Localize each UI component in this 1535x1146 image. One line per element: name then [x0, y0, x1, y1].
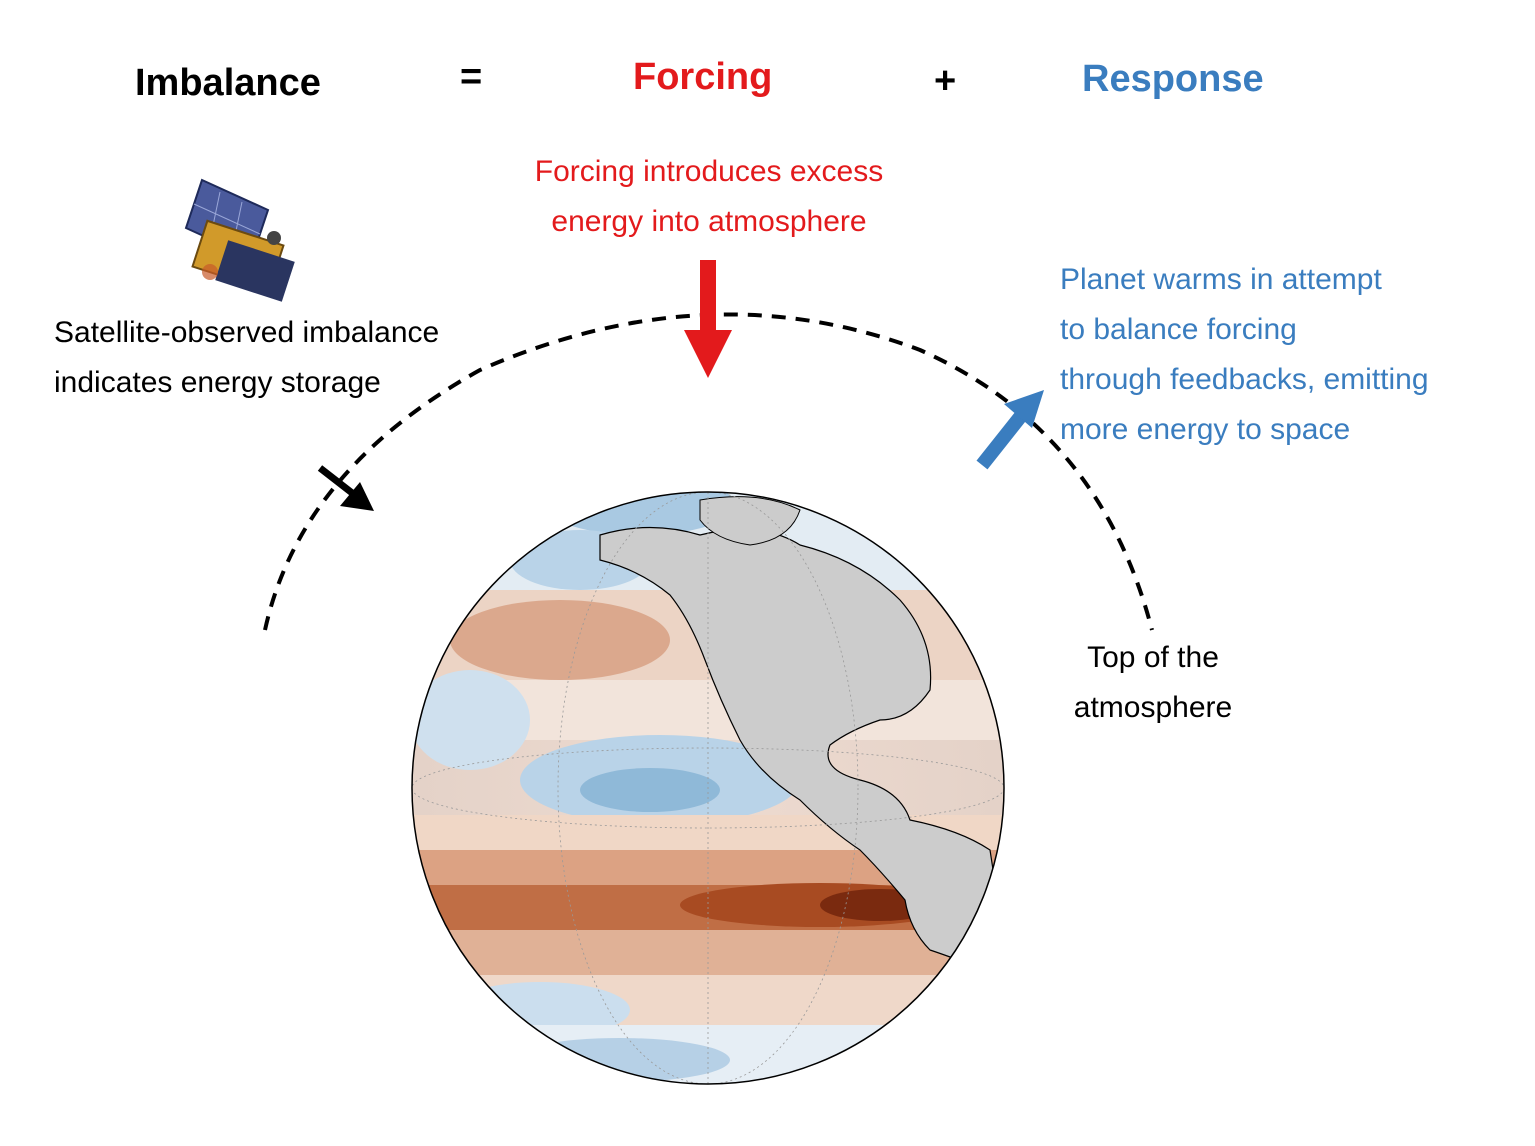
forcing-annotation-line: Forcing introduces excess [534, 155, 884, 188]
down-right-arrow-icon [317, 465, 374, 511]
forcing-label: Forcing [633, 56, 773, 98]
forcing-annotation-line: energy into atmosphere [551, 205, 867, 238]
toa-label-line: Top of the [1087, 641, 1219, 674]
response-annotation-line: through feedbacks, emitting [1060, 363, 1429, 396]
up-right-arrow-icon [976, 390, 1044, 470]
toa-label-line: atmosphere [1073, 691, 1233, 724]
globe [411, 491, 1005, 1085]
satellite-annotation: Satellite-observed imbalance indicates e… [54, 308, 439, 408]
satellite-icon [184, 178, 295, 302]
toa-label: Top of the atmosphere [1062, 633, 1244, 733]
land-greenland [699, 496, 801, 546]
response-label: Response [1082, 58, 1264, 100]
imbalance-label: Imbalance [135, 62, 321, 104]
toa-arc [263, 312, 1154, 631]
forcing-annotation: Forcing introduces excess energy into at… [506, 147, 912, 247]
down-arrow-icon [684, 260, 732, 378]
land-americas [599, 526, 1004, 981]
response-annotation-line: Planet warms in attempt [1060, 263, 1382, 296]
plus-sign: + [934, 60, 957, 102]
response-annotation-line: more energy to space [1060, 413, 1351, 446]
response-annotation-line: to balance forcing [1060, 313, 1297, 346]
satellite-annotation-line: indicates energy storage [54, 366, 381, 399]
equals-sign: = [460, 56, 483, 98]
response-annotation: Planet warms in attempt to balance forci… [1060, 255, 1429, 455]
satellite-annotation-line: Satellite-observed imbalance [54, 316, 440, 349]
